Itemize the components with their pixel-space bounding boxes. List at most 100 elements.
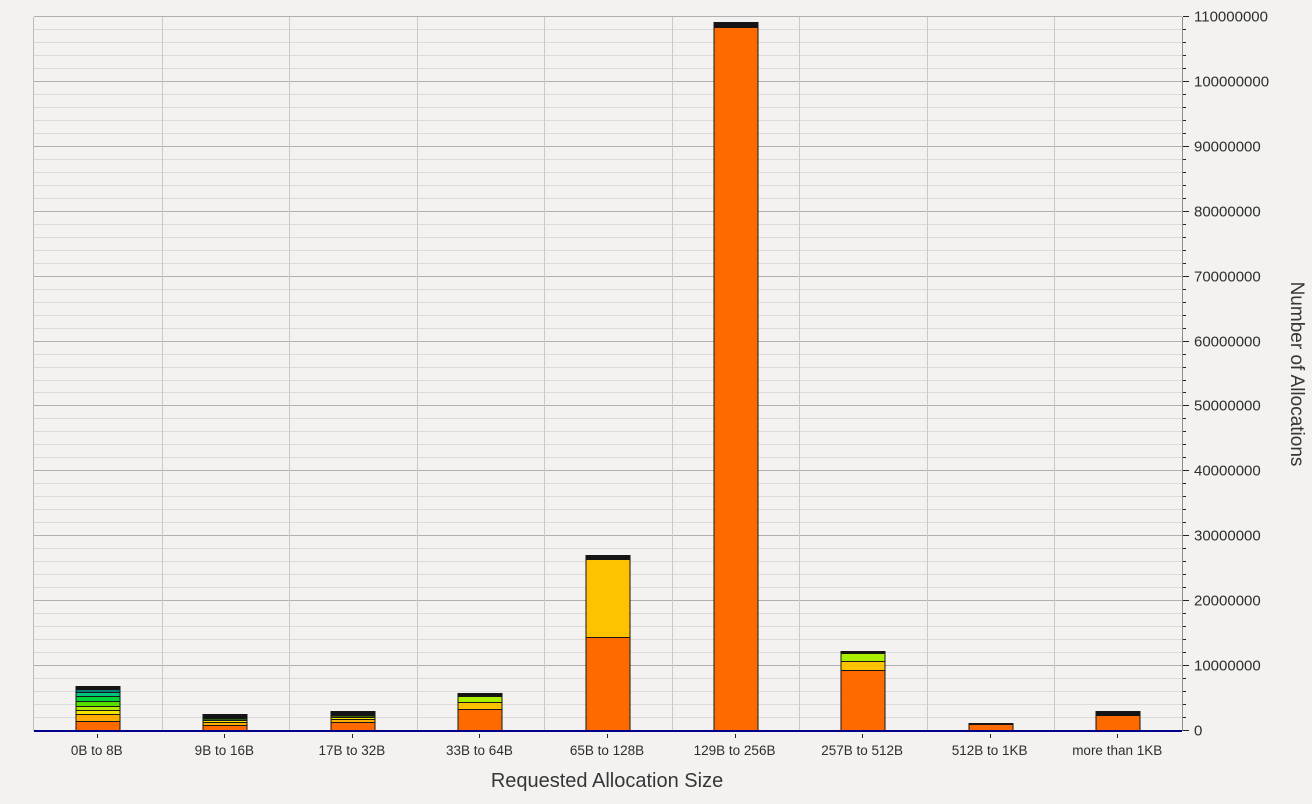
y-tick — [1183, 223, 1186, 225]
bar-segment — [330, 714, 376, 718]
bar-segment — [330, 721, 376, 731]
gridline-minor — [34, 132, 1182, 134]
bar-segment — [202, 720, 248, 722]
bar-8 — [968, 17, 1014, 731]
x-tick — [96, 734, 98, 738]
y-tick — [1183, 301, 1186, 303]
gridline-minor — [34, 548, 1182, 550]
gridline-minor — [34, 119, 1182, 121]
y-tick — [1183, 275, 1189, 277]
gridline-minor — [34, 28, 1182, 30]
y-tick — [1183, 197, 1186, 199]
bar-segment — [75, 720, 121, 731]
x-tick — [607, 734, 608, 738]
bar-segment — [585, 559, 631, 637]
x-tick-label: 9B to 16B — [194, 743, 254, 758]
y-tick — [1183, 652, 1186, 654]
y-tick — [1183, 314, 1186, 316]
gridline-minor — [34, 522, 1182, 524]
y-tick — [1183, 626, 1186, 628]
gridline-major — [34, 80, 1182, 82]
y-tick — [1183, 691, 1186, 693]
bar-segment — [75, 705, 121, 710]
x-axis-tick-area: 0B to 8B 9B to 16B 17B to 32B 33B to 64B 65B… — [33, 731, 1181, 765]
gridline-vertical — [799, 17, 801, 731]
gridline-minor — [34, 444, 1182, 446]
y-tick-label: 30000000 — [1194, 527, 1261, 545]
y-tick — [1183, 418, 1186, 420]
bar-segment — [457, 701, 503, 709]
bar-segment — [75, 696, 121, 701]
gridline-minor — [34, 509, 1182, 511]
gridline-minor — [34, 67, 1182, 69]
y-tick — [1183, 470, 1189, 472]
y-tick — [1183, 535, 1189, 537]
y-tick — [1183, 93, 1186, 95]
bar-segment — [585, 636, 631, 731]
plot-area — [33, 16, 1183, 732]
bar-segment — [202, 721, 248, 725]
gridline-minor — [34, 171, 1182, 173]
y-tick — [1183, 496, 1186, 498]
y-tick-label: 70000000 — [1194, 268, 1261, 286]
gridline-minor — [34, 392, 1182, 394]
y-tick — [1183, 730, 1189, 731]
gridline-minor — [34, 249, 1182, 251]
y-tick — [1183, 132, 1186, 134]
y-tick — [1183, 574, 1186, 576]
gridline-vertical — [926, 17, 928, 731]
x-tick — [1117, 734, 1119, 738]
gridline-minor — [34, 327, 1182, 329]
x-tick-label: 512B to 1KB — [951, 743, 1028, 758]
bar-segment — [840, 653, 886, 661]
bar-segment — [75, 709, 121, 714]
bar-segment — [713, 26, 759, 731]
gridline-minor — [34, 366, 1182, 368]
y-tick — [1183, 288, 1186, 290]
gridline-minor — [34, 431, 1182, 433]
y-tick — [1183, 678, 1186, 680]
y-tick-label: 60000000 — [1194, 333, 1261, 351]
y-axis-tick-area: 0 10000000 20000000 30000000 40000000 5000000… — [1181, 10, 1306, 739]
y-tick — [1183, 340, 1189, 342]
gridline-minor — [34, 288, 1182, 290]
gridline-vertical — [671, 17, 673, 731]
gridline-minor — [34, 197, 1182, 199]
y-tick-label: 110000000 — [1194, 8, 1268, 26]
y-tick — [1183, 392, 1186, 394]
gridline-minor — [34, 483, 1182, 485]
bar-5 — [585, 17, 631, 731]
gridline-minor — [34, 496, 1182, 498]
gridline-major — [34, 145, 1182, 147]
gridline-minor — [34, 93, 1182, 95]
y-tick-label: 0 — [1194, 722, 1203, 740]
y-tick — [1183, 457, 1186, 459]
gridline-major — [34, 405, 1182, 407]
y-tick — [1183, 145, 1189, 147]
gridline-minor — [34, 54, 1182, 56]
y-tick — [1183, 600, 1189, 602]
y-tick — [1183, 366, 1186, 368]
y-tick-label: 50000000 — [1194, 397, 1261, 415]
y-tick — [1183, 522, 1186, 524]
y-tick — [1183, 54, 1186, 56]
x-tick-label: 17B to 32B — [318, 743, 386, 758]
x-axis-line — [34, 730, 1182, 732]
y-tick — [1183, 613, 1186, 615]
bar-segment — [75, 686, 121, 690]
y-tick — [1183, 119, 1186, 121]
y-tick — [1183, 262, 1186, 264]
bar-segment — [202, 718, 248, 721]
x-tick-label: more than 1KB — [1072, 743, 1163, 758]
y-tick — [1183, 80, 1189, 82]
y-tick — [1183, 717, 1186, 719]
gridline-minor — [34, 223, 1182, 225]
bar-7 — [840, 17, 886, 731]
bar-segment — [330, 717, 376, 719]
gridline-minor — [34, 106, 1182, 108]
y-tick-label: 10000000 — [1194, 657, 1261, 675]
gridline-minor — [34, 418, 1182, 420]
bar-segment — [202, 724, 248, 731]
gridline-vertical — [544, 17, 546, 731]
y-axis-title: Number of Allocations — [1286, 281, 1307, 467]
